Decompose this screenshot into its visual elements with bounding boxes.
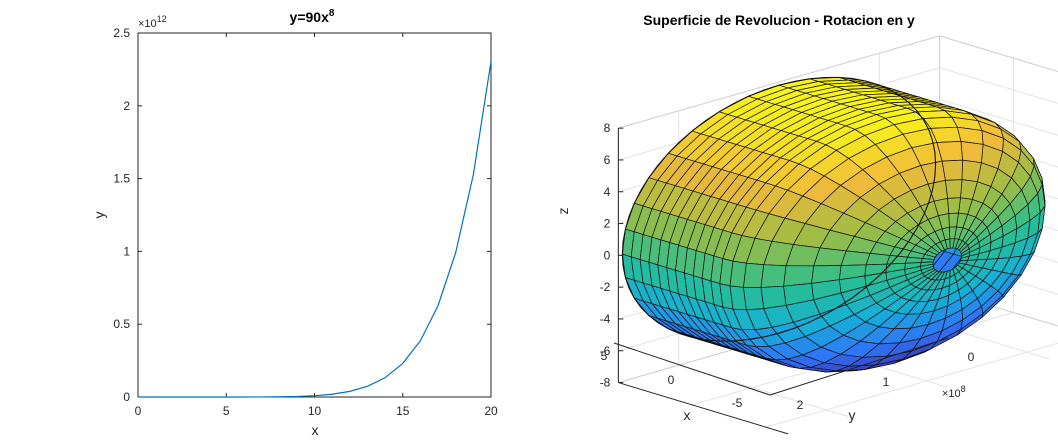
x-axis-label: x xyxy=(312,422,319,438)
series-line-y xyxy=(138,61,492,398)
z-tick-label: 8 xyxy=(604,121,611,135)
grid-line xyxy=(939,35,1058,73)
z-tick-label: -8 xyxy=(600,376,611,390)
z-tick-label: -6 xyxy=(600,344,611,358)
plot-3d-ticks: 8 6 4 2 0 -2 -4 -6 -8 5 0 -5 0 1 2 xyxy=(600,121,975,435)
y-tick-label: 2 xyxy=(123,99,130,113)
x-tick-label: 20 xyxy=(484,404,498,418)
plot-2d-title: y=90x8 xyxy=(290,8,335,25)
surface-patch xyxy=(760,264,787,288)
y-axis-line xyxy=(618,382,789,435)
x-axis-line-3d xyxy=(613,342,771,396)
x-tick-label-3d: 5 xyxy=(601,349,608,363)
surface-patch xyxy=(743,262,765,288)
surface-patch xyxy=(743,286,765,311)
surface-of-revolution xyxy=(621,76,1046,373)
surface-patch xyxy=(729,260,747,288)
grid-line xyxy=(939,67,1058,104)
y-tick-label-3d: 1 xyxy=(883,375,890,389)
box-edge xyxy=(939,35,1058,73)
y-multiplier: ×1012 xyxy=(138,14,167,30)
surface-patch xyxy=(947,197,961,214)
surface-rim xyxy=(621,76,937,342)
plot-3d-title: Superficie de Revolucion - Rotacion en y xyxy=(643,12,915,28)
x-tick-label: 0 xyxy=(135,404,142,418)
x-tick-label: 15 xyxy=(396,404,410,418)
plot-2d: 0 5 10 15 20 0 0.5 1 1.5 2 2.5 y=90x8 x y ×1012 xyxy=(91,8,498,438)
y-tick-label: 0.5 xyxy=(113,317,130,331)
z-tick-label: 2 xyxy=(604,217,611,231)
y-tick-label: 1.5 xyxy=(113,172,130,186)
box-edge xyxy=(618,35,940,129)
surface-patch xyxy=(729,285,747,311)
y-axis-label-3d: y xyxy=(849,407,856,423)
z-tick-label: -2 xyxy=(600,280,611,294)
y-tick-label-3d: 2 xyxy=(797,398,804,412)
y-tick-label: 2.5 xyxy=(113,26,130,40)
x-tick-label-3d: 0 xyxy=(668,373,675,387)
y-tick-label: 1 xyxy=(123,244,130,258)
grid-line xyxy=(765,342,1058,428)
surface-patch xyxy=(948,212,959,228)
surface-patch xyxy=(783,265,814,287)
x-axis-label-3d: x xyxy=(684,407,691,423)
y-axis-label: y xyxy=(91,212,107,219)
z-tick-label: -4 xyxy=(600,312,611,326)
y-tick-label-3d: 0 xyxy=(968,350,975,364)
z-tick-label: 4 xyxy=(604,185,611,199)
grid-line xyxy=(939,98,1058,136)
y-multiplier-3d: ×108 xyxy=(942,384,966,400)
z-axis-label: z xyxy=(555,208,571,215)
x-tick-label-3d: -5 xyxy=(732,396,743,410)
plot-2d-ticks: 0 5 10 15 20 0 0.5 1 1.5 2 2.5 xyxy=(113,26,498,418)
x-tick-label: 5 xyxy=(223,404,230,418)
surface-patch xyxy=(945,179,963,199)
surface-patch xyxy=(760,285,787,309)
plot-2d-axes-box xyxy=(137,32,492,398)
x-tick-label: 10 xyxy=(308,404,322,418)
plot-3d: 8 6 4 2 0 -2 -4 -6 -8 5 0 -5 0 1 2 Superficie de Revol… xyxy=(555,12,1058,435)
y-tick-label: 0 xyxy=(123,390,130,404)
y-axis-line-3d xyxy=(769,337,949,396)
z-tick-label: 6 xyxy=(604,153,611,167)
surface-patch xyxy=(960,140,984,164)
z-tick-label: 0 xyxy=(604,248,611,262)
